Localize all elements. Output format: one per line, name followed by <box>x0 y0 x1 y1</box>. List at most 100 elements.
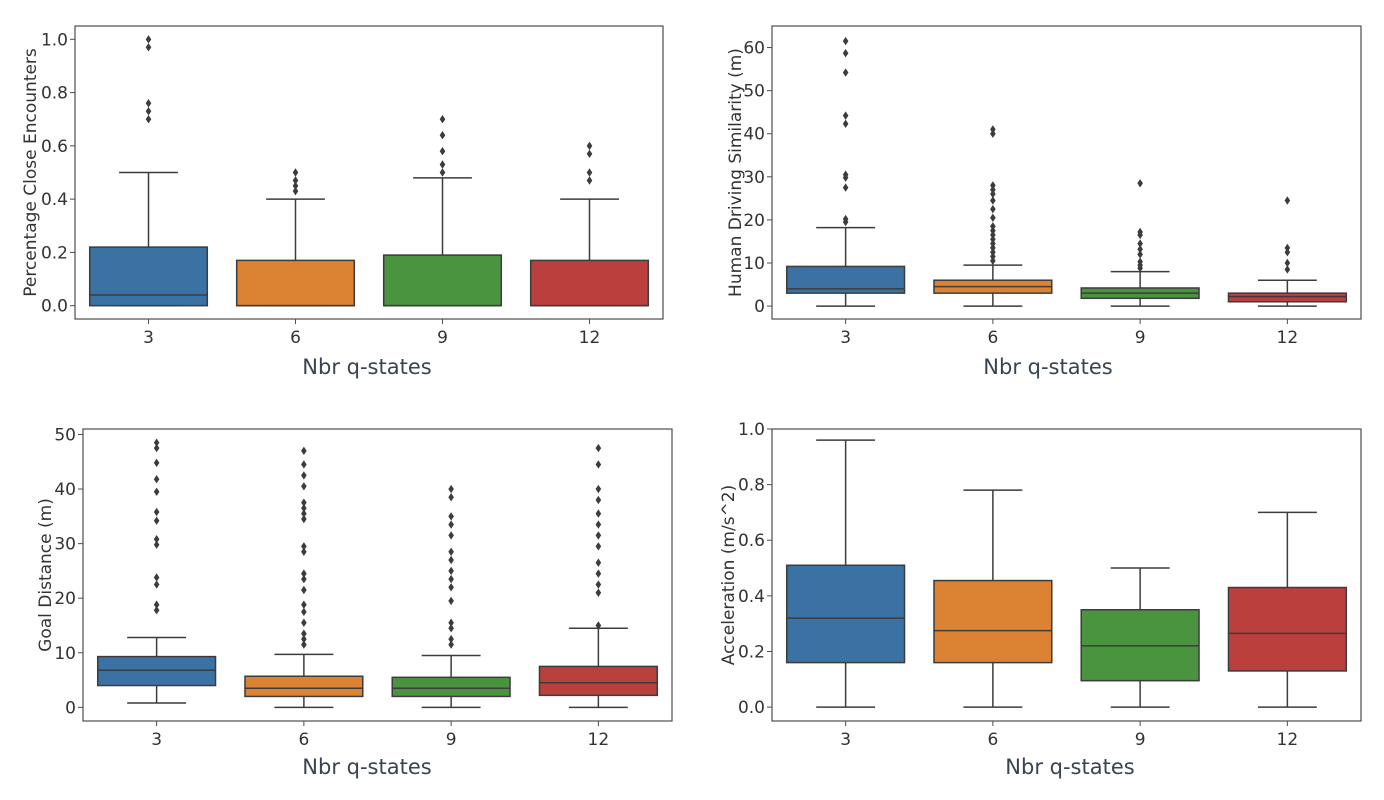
outlier-point <box>842 68 849 77</box>
outlier-point <box>439 146 446 156</box>
close-encounters-plot-frame <box>74 25 664 320</box>
outlier-point <box>439 131 446 140</box>
box-body <box>1227 586 1348 672</box>
outlier-point <box>448 596 454 606</box>
outlier-point <box>301 509 307 518</box>
acceleration-ylabel: Acceleration (m/s^2) <box>719 485 739 666</box>
box-body <box>244 675 364 698</box>
outlier-point <box>1137 250 1143 259</box>
acceleration-xtick-label: 6 <box>987 730 998 750</box>
close-encounters-panel: 0.0 0.2 0.4 0.6 0.8 1.0 3 6 9 12 Percentage Close … <box>21 25 664 379</box>
human-similarity-ytick-label: 10 <box>743 254 765 274</box>
acceleration-plot-frame <box>771 428 1362 722</box>
outlier-point <box>595 580 602 589</box>
goal-distance-box-12 <box>538 443 659 709</box>
human-similarity-panel: 0 10 20 30 40 50 60 3 6 9 12 Human Driving Similari… <box>726 25 1362 379</box>
human-similarity-xtick-label: 12 <box>1277 328 1299 348</box>
human-similarity-xtick-label: 9 <box>1135 328 1146 348</box>
outlier-point <box>990 239 996 248</box>
outlier-point <box>842 36 849 46</box>
close-encounters-box-3 <box>88 35 209 307</box>
outlier-point <box>153 487 160 496</box>
outlier-point <box>595 460 602 469</box>
outlier-point <box>292 176 299 185</box>
outlier-point <box>990 222 996 231</box>
goal-distance-ytick-label: 40 <box>54 480 76 500</box>
outlier-point <box>153 580 160 589</box>
close-encounters-xtick-label: 12 <box>579 328 601 348</box>
outlier-point <box>439 115 446 124</box>
outlier-point <box>301 574 307 584</box>
outlier-point <box>153 606 160 615</box>
outlier-point <box>301 569 307 578</box>
outlier-point <box>448 520 454 529</box>
acceleration-ytick-label: 0.6 <box>738 531 765 551</box>
outlier-point <box>153 458 160 468</box>
goal-distance-xtick-label: 12 <box>588 730 610 750</box>
outlier-point <box>595 509 602 518</box>
outlier-point <box>292 168 299 177</box>
outlier-point <box>586 141 593 151</box>
outlier-point <box>292 186 299 196</box>
outlier-point <box>145 35 152 44</box>
close-encounters-ytick-label: 0.4 <box>41 190 68 210</box>
outlier-point <box>842 170 849 179</box>
outlier-point <box>145 115 152 124</box>
close-encounters-ytick-label: 0.6 <box>41 137 68 157</box>
acceleration-box-6 <box>933 489 1053 708</box>
close-encounters-xtick-label: 3 <box>143 328 154 348</box>
outlier-point <box>301 503 307 513</box>
outlier-point <box>990 230 996 240</box>
outlier-point <box>990 256 996 266</box>
outlier-point <box>842 48 849 58</box>
acceleration-ytick-label: 0.0 <box>738 698 765 718</box>
outlier-point <box>842 183 849 192</box>
acceleration-ytick-label: 0.8 <box>738 476 765 496</box>
outlier-point <box>1284 265 1291 274</box>
box-body <box>391 676 511 698</box>
human-similarity-xtick-label: 6 <box>987 328 998 348</box>
outlier-point <box>595 443 602 453</box>
box-body <box>785 564 906 664</box>
outlier-point <box>990 252 996 261</box>
close-encounters-box-9 <box>382 115 503 307</box>
outlier-point <box>153 600 160 609</box>
outlier-point <box>990 129 996 138</box>
close-encounters-ytick-label: 0.8 <box>41 84 68 104</box>
human-similarity-ytick-label: 30 <box>743 168 765 188</box>
outlier-point <box>153 475 160 484</box>
outlier-point <box>990 189 996 199</box>
goal-distance-ytick-label: 50 <box>54 425 76 445</box>
outlier-point <box>595 520 602 529</box>
outlier-point <box>595 542 602 551</box>
goal-distance-ytick-label: 10 <box>54 644 76 664</box>
outlier-point <box>448 493 454 502</box>
outlier-point <box>990 181 996 190</box>
outlier-point <box>595 531 602 540</box>
box-body <box>88 246 209 307</box>
outlier-point <box>439 168 446 177</box>
outlier-point <box>301 634 307 644</box>
outlier-point <box>448 640 454 649</box>
outlier-point <box>1137 257 1143 266</box>
outlier-point <box>301 471 307 480</box>
outlier-point <box>595 484 602 494</box>
outlier-point <box>448 618 454 627</box>
outlier-point <box>301 498 307 507</box>
acceleration-box-12 <box>1227 511 1348 708</box>
close-encounters-xlabel: Nbr q-states <box>302 355 431 379</box>
outlier-point <box>153 573 160 582</box>
outlier-point <box>990 243 996 253</box>
acceleration-xtick-label: 3 <box>840 730 851 750</box>
outlier-point <box>448 624 454 633</box>
outlier-point <box>586 149 593 159</box>
close-encounters-ytick-label: 0.2 <box>41 243 68 263</box>
acceleration-box-9 <box>1080 567 1200 708</box>
outlier-point <box>301 640 307 649</box>
outlier-point <box>301 446 307 456</box>
outlier-point <box>1284 196 1291 205</box>
outlier-point <box>153 535 160 544</box>
outlier-point <box>153 540 160 549</box>
outlier-point <box>145 107 152 116</box>
